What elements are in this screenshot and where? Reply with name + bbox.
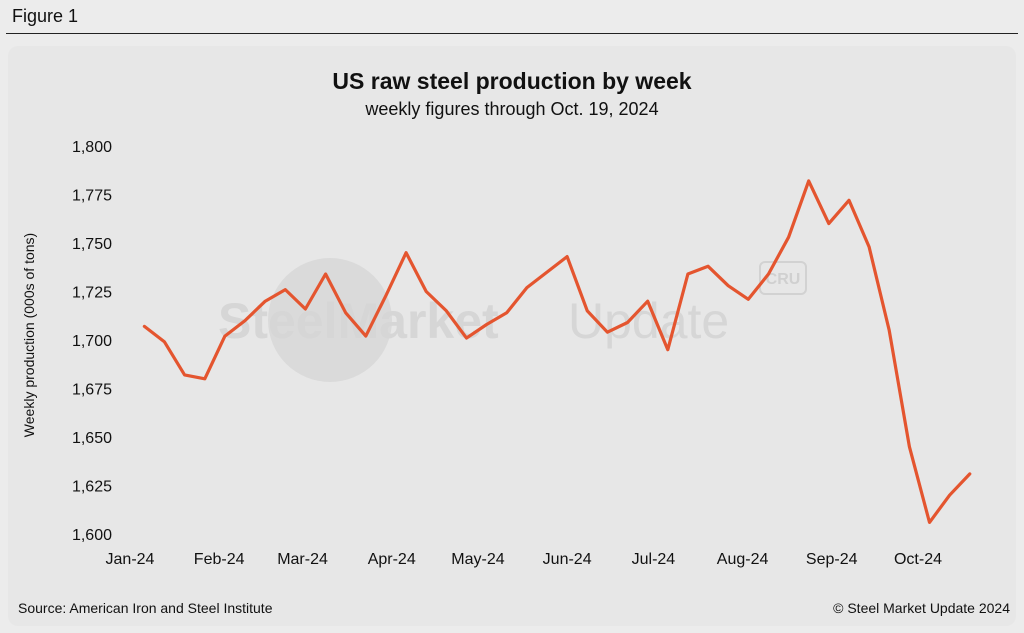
chart-panel: [8, 46, 1016, 626]
y-tick-label: 1,675: [72, 382, 112, 399]
x-tick-label: Jun-24: [543, 551, 592, 568]
series-line: [142, 179, 972, 525]
top-divider: [6, 33, 1018, 34]
chart-subtitle: weekly figures through Oct. 19, 2024: [365, 99, 659, 119]
watermark-circle: [268, 258, 392, 382]
x-tick-label: Apr-24: [368, 551, 416, 568]
series-group: [142, 179, 972, 525]
source-note: Source: American Iron and Steel Institut…: [18, 600, 273, 616]
y-tick-label: 1,750: [72, 236, 112, 253]
x-tick-label: Aug-24: [717, 551, 769, 568]
copyright-note: © Steel Market Update 2024: [833, 600, 1010, 616]
x-tick-label: Sep-24: [806, 551, 858, 568]
chart-title: US raw steel production by week: [332, 68, 692, 94]
watermark-badge: CRU: [766, 271, 801, 288]
x-tick-label: Oct-24: [894, 551, 942, 568]
x-tick-label: May-24: [451, 551, 504, 568]
y-tick-label: 1,725: [72, 285, 112, 302]
x-axis-tick-labels: Jan-24 Feb-24 Mar-24 Apr-24 May-24 Jun-24 Jul-…: [106, 551, 943, 568]
x-tick-label: Jan-24: [106, 551, 155, 568]
y-tick-label: 1,775: [72, 188, 112, 205]
y-tick-label: 1,600: [72, 527, 112, 544]
x-tick-label: Jul-24: [632, 551, 676, 568]
y-tick-label: 1,650: [72, 430, 112, 447]
y-axis-tick-labels: 1,600 1,625 1,650 1,675 1,700 1,725 1,750 1,775…: [72, 139, 112, 544]
x-tick-label: Mar-24: [277, 551, 328, 568]
watermark-text-bold: SteelMarket: [218, 293, 499, 349]
y-axis-label: Weekly production (000s of tons): [21, 233, 37, 437]
watermark-badge-box: [759, 261, 807, 295]
y-tick-label: 1,700: [72, 333, 112, 350]
figure-label: Figure 1: [12, 6, 79, 26]
y-tick-label: 1,800: [72, 139, 112, 156]
x-tick-label: Feb-24: [194, 551, 245, 568]
y-tick-label: 1,625: [72, 479, 112, 496]
